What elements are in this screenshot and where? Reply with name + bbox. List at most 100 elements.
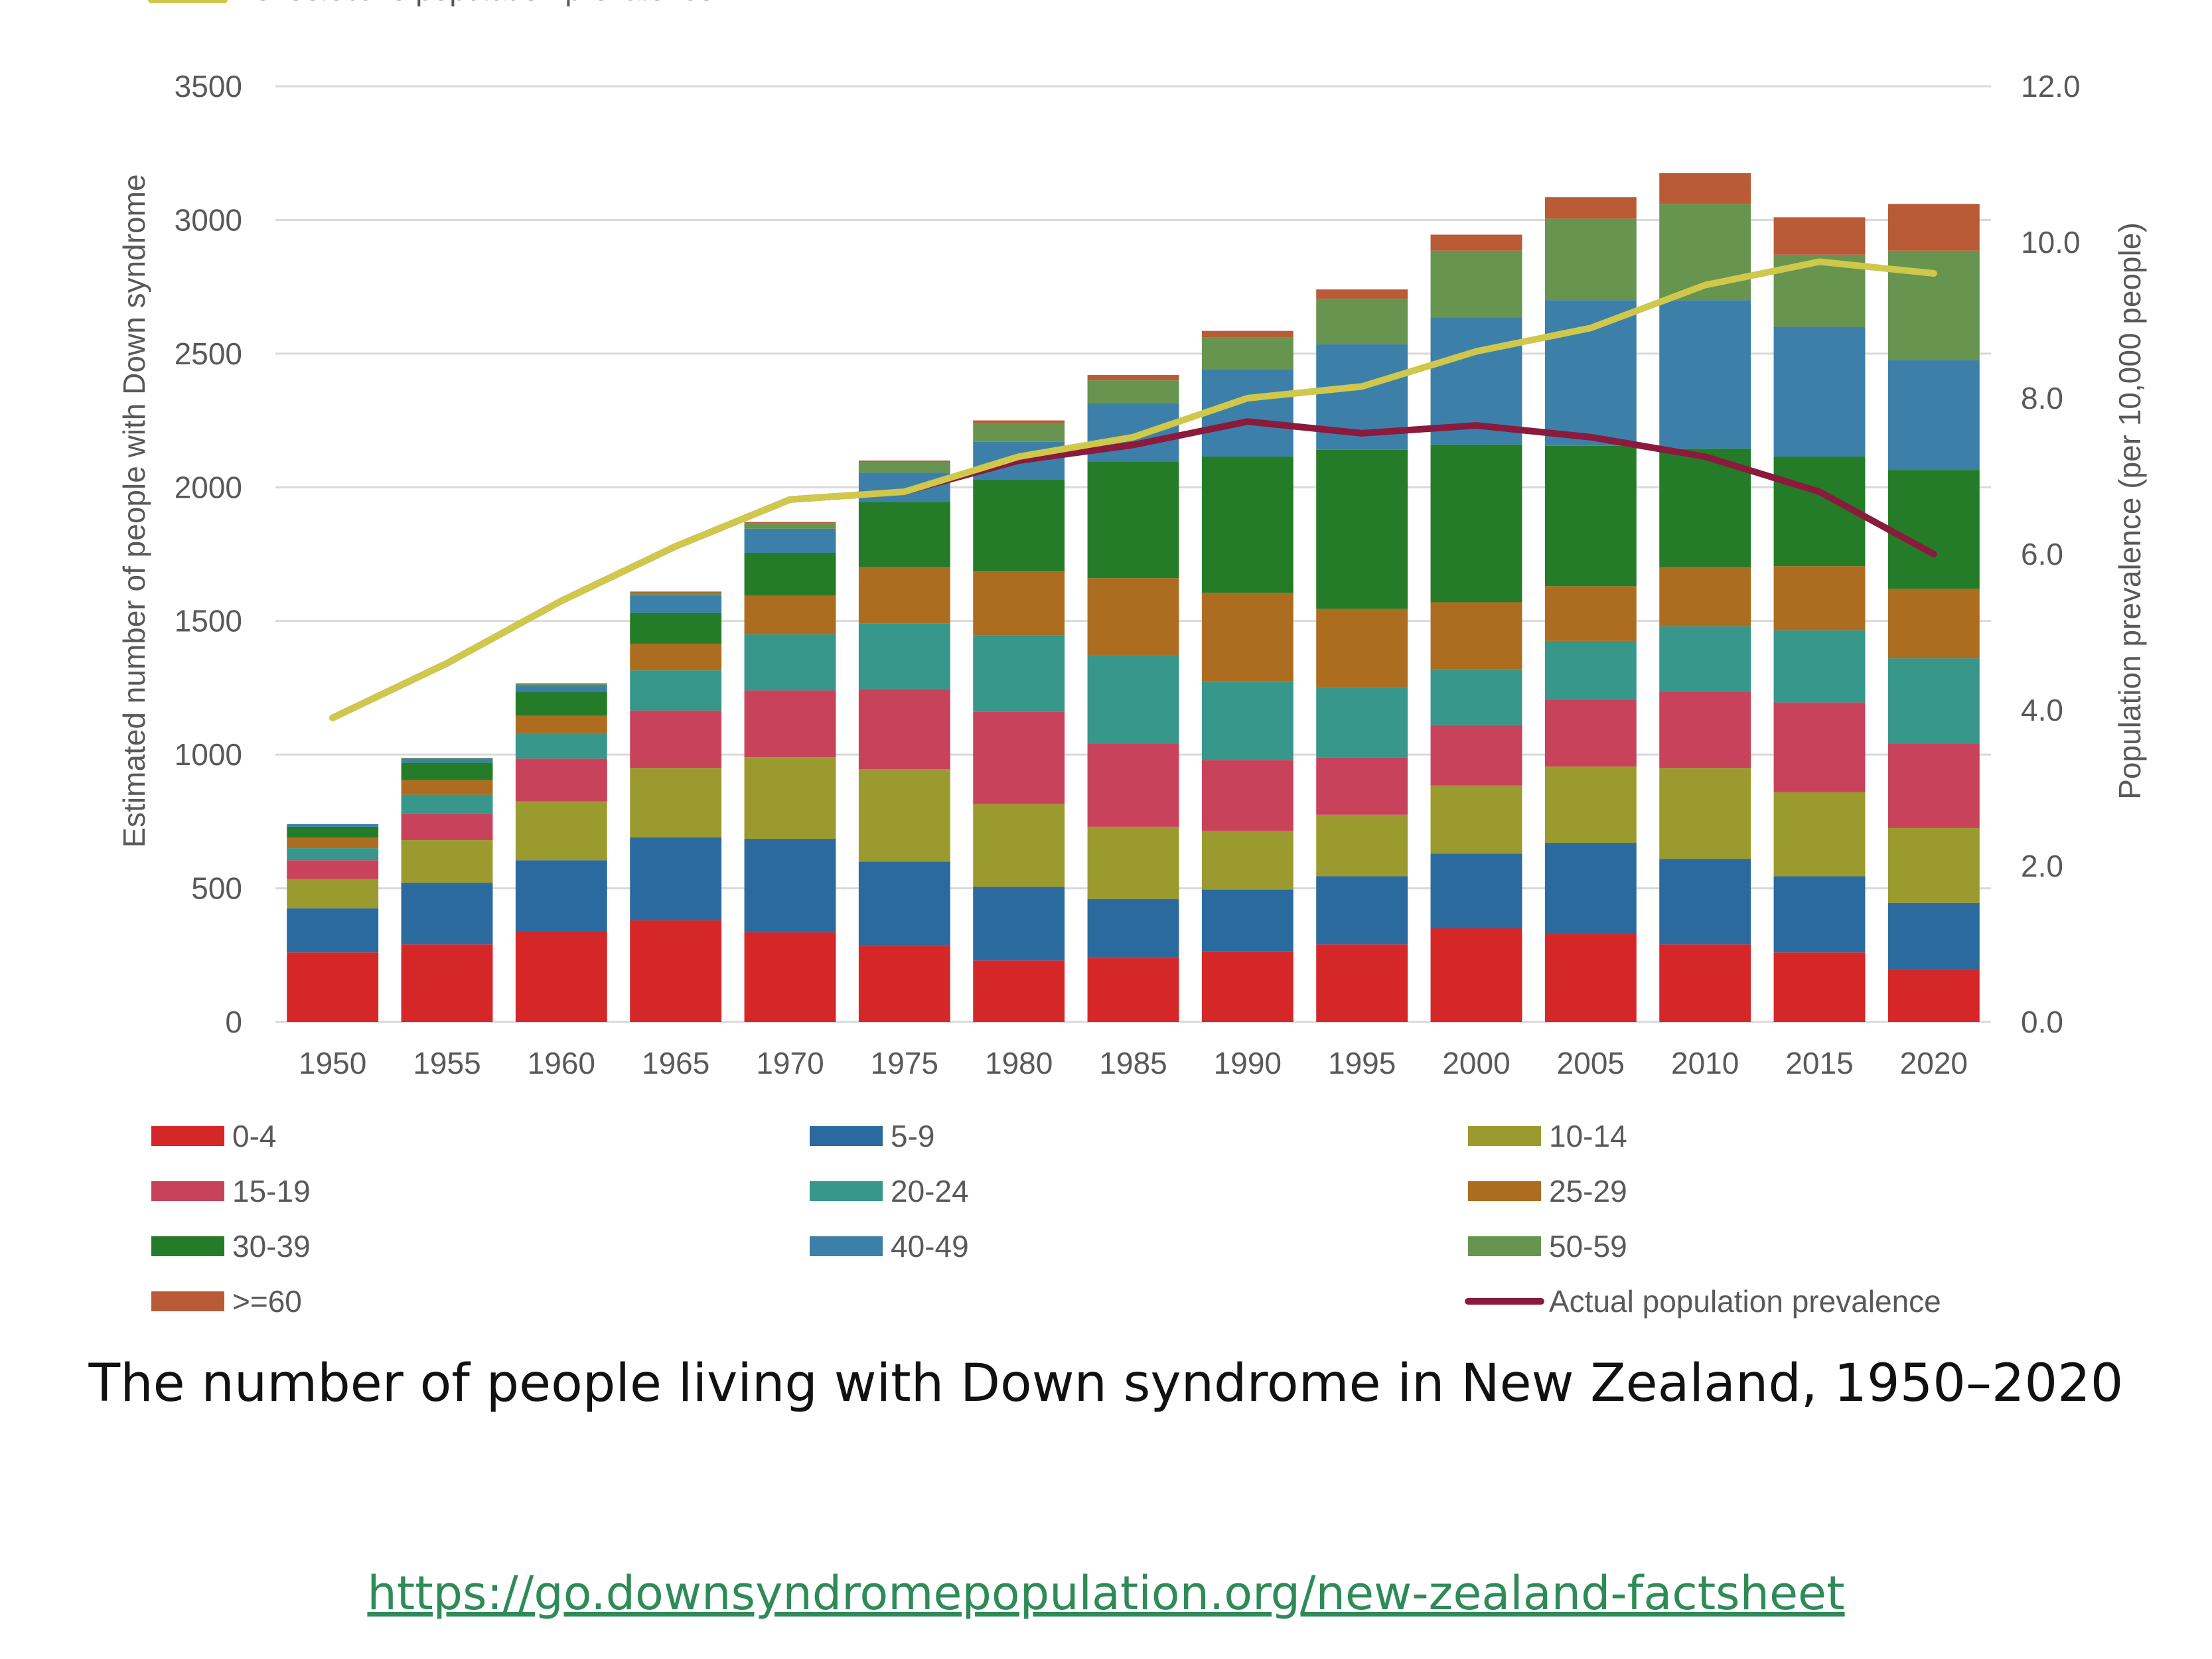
bar-segment: [1773, 217, 1866, 255]
x-tick-label: 1960: [528, 1046, 595, 1080]
x-tick-label: 1975: [871, 1046, 938, 1080]
bar-segment: [1087, 462, 1179, 579]
bar-segment: [1430, 669, 1522, 725]
bar-segment: [515, 715, 607, 733]
legend-swatch: [810, 1236, 883, 1256]
bar-segment: [1087, 744, 1179, 827]
legend-label: 20-24: [891, 1174, 969, 1208]
legend-swatch: [1468, 1126, 1541, 1146]
bar-segment: [1430, 234, 1522, 251]
bar-segment: [973, 711, 1065, 804]
bar-segment: [630, 593, 722, 596]
bar-segment: [744, 839, 836, 933]
bar-segment: [744, 528, 836, 553]
bar-segment: [1773, 952, 1866, 1022]
bar-segment: [1659, 859, 1751, 945]
y2-tick-label: 10.0: [2021, 225, 2081, 259]
bar-segment: [287, 824, 379, 827]
source-link[interactable]: https://go.downsyndromepopulation.org/ne…: [367, 1566, 1845, 1621]
bar-segment: [1201, 681, 1293, 760]
legend-label: 0-4: [232, 1119, 276, 1153]
bar-segment: [630, 768, 722, 838]
y-tick-label: 1500: [175, 604, 242, 638]
bar-segment: [744, 634, 836, 691]
x-tick-label: 1950: [299, 1046, 366, 1080]
bar-segment: [1887, 589, 1980, 659]
bar-segment: [1544, 934, 1637, 1022]
bar-segment: [287, 837, 379, 849]
bar-segment: [1773, 876, 1866, 953]
bar-segment: [1544, 586, 1637, 641]
bar-segment: [1430, 444, 1522, 603]
bar-segment: [973, 804, 1065, 887]
bar-segment: [1201, 951, 1293, 1022]
bar-segment: [287, 908, 379, 953]
bar-segment: [401, 758, 493, 763]
legend-label: 5-9: [891, 1119, 934, 1153]
bar-segment: [1316, 299, 1408, 344]
bar-segment: [1201, 760, 1293, 831]
bar-segment: [1887, 744, 1980, 828]
x-tick-label: 1980: [985, 1046, 1053, 1080]
bar-segment: [858, 623, 950, 689]
bar-segment: [1544, 445, 1637, 587]
legend-label: 40-49: [891, 1229, 969, 1263]
legend-swatch: [810, 1126, 883, 1146]
y-tick-label: 1000: [175, 737, 242, 772]
x-tick-label: 1965: [642, 1046, 709, 1080]
legend-label: 10-14: [1549, 1119, 1627, 1153]
bar-segment: [1201, 593, 1293, 682]
bar-segment: [1430, 250, 1522, 318]
bar-segment: [1201, 830, 1293, 890]
bar-segment: [858, 946, 950, 1022]
legend-swatch: [151, 1181, 224, 1201]
bar-segment: [973, 635, 1065, 712]
bar-segment: [1887, 902, 1980, 970]
bar-segment: [1316, 687, 1408, 758]
y2-tick-label: 6.0: [2021, 537, 2063, 571]
bar-segment: [1201, 330, 1293, 338]
bar-segment: [287, 860, 379, 879]
bar-segment: [1087, 656, 1179, 745]
y-tick-label: 500: [191, 871, 242, 906]
bar-segment: [515, 931, 607, 1022]
bar-segment: [1887, 204, 1980, 251]
bar-segment: [1659, 173, 1751, 204]
bar-segment: [630, 595, 722, 613]
bar-segment: [858, 689, 950, 770]
bar-segment: [1544, 218, 1637, 301]
bar-segment: [744, 690, 836, 758]
y2-tick-label: 4.0: [2021, 693, 2063, 727]
bar-segment: [1430, 602, 1522, 670]
bar-segment: [1201, 456, 1293, 593]
bar-segment: [1087, 403, 1179, 463]
bar-segment: [1659, 944, 1751, 1022]
y2-tick-label: 0.0: [2021, 1005, 2063, 1039]
bar-segment: [1087, 380, 1179, 403]
bar-segment: [858, 472, 950, 502]
legend-swatch: [151, 1126, 224, 1146]
y-axis-title: Estimated number of people with Down syn…: [117, 174, 151, 847]
bar-segment: [401, 883, 493, 945]
bar-segment: [973, 960, 1065, 1022]
bar-segment: [630, 837, 722, 920]
bar-segment: [515, 758, 607, 802]
x-tick-label: 2015: [1785, 1046, 1853, 1080]
bar-segment: [744, 552, 836, 596]
chart-caption: The number of people living with Down sy…: [88, 1354, 2124, 1413]
bar-segment: [744, 932, 836, 1022]
nonselective-prevalence-line: [329, 258, 1937, 721]
x-tick-label: 1995: [1328, 1046, 1396, 1080]
bar-segment: [1773, 630, 1866, 703]
bar-segment: [630, 643, 722, 671]
bar-segment: [515, 860, 607, 932]
bar-segment: [1316, 449, 1408, 609]
y2-tick-label: 8.0: [2021, 381, 2063, 415]
legend: 0-4 5-9 10-14 15-19 20-24 25-29 30-39 40-49 50-5…: [148, 0, 1941, 1319]
bar-segment: [1087, 899, 1179, 958]
bar-segment: [1773, 566, 1866, 630]
bar-segment: [1887, 470, 1980, 589]
bar-segment: [1544, 699, 1637, 767]
bar-segment: [973, 887, 1065, 961]
x-tick-label: 1970: [756, 1046, 824, 1080]
